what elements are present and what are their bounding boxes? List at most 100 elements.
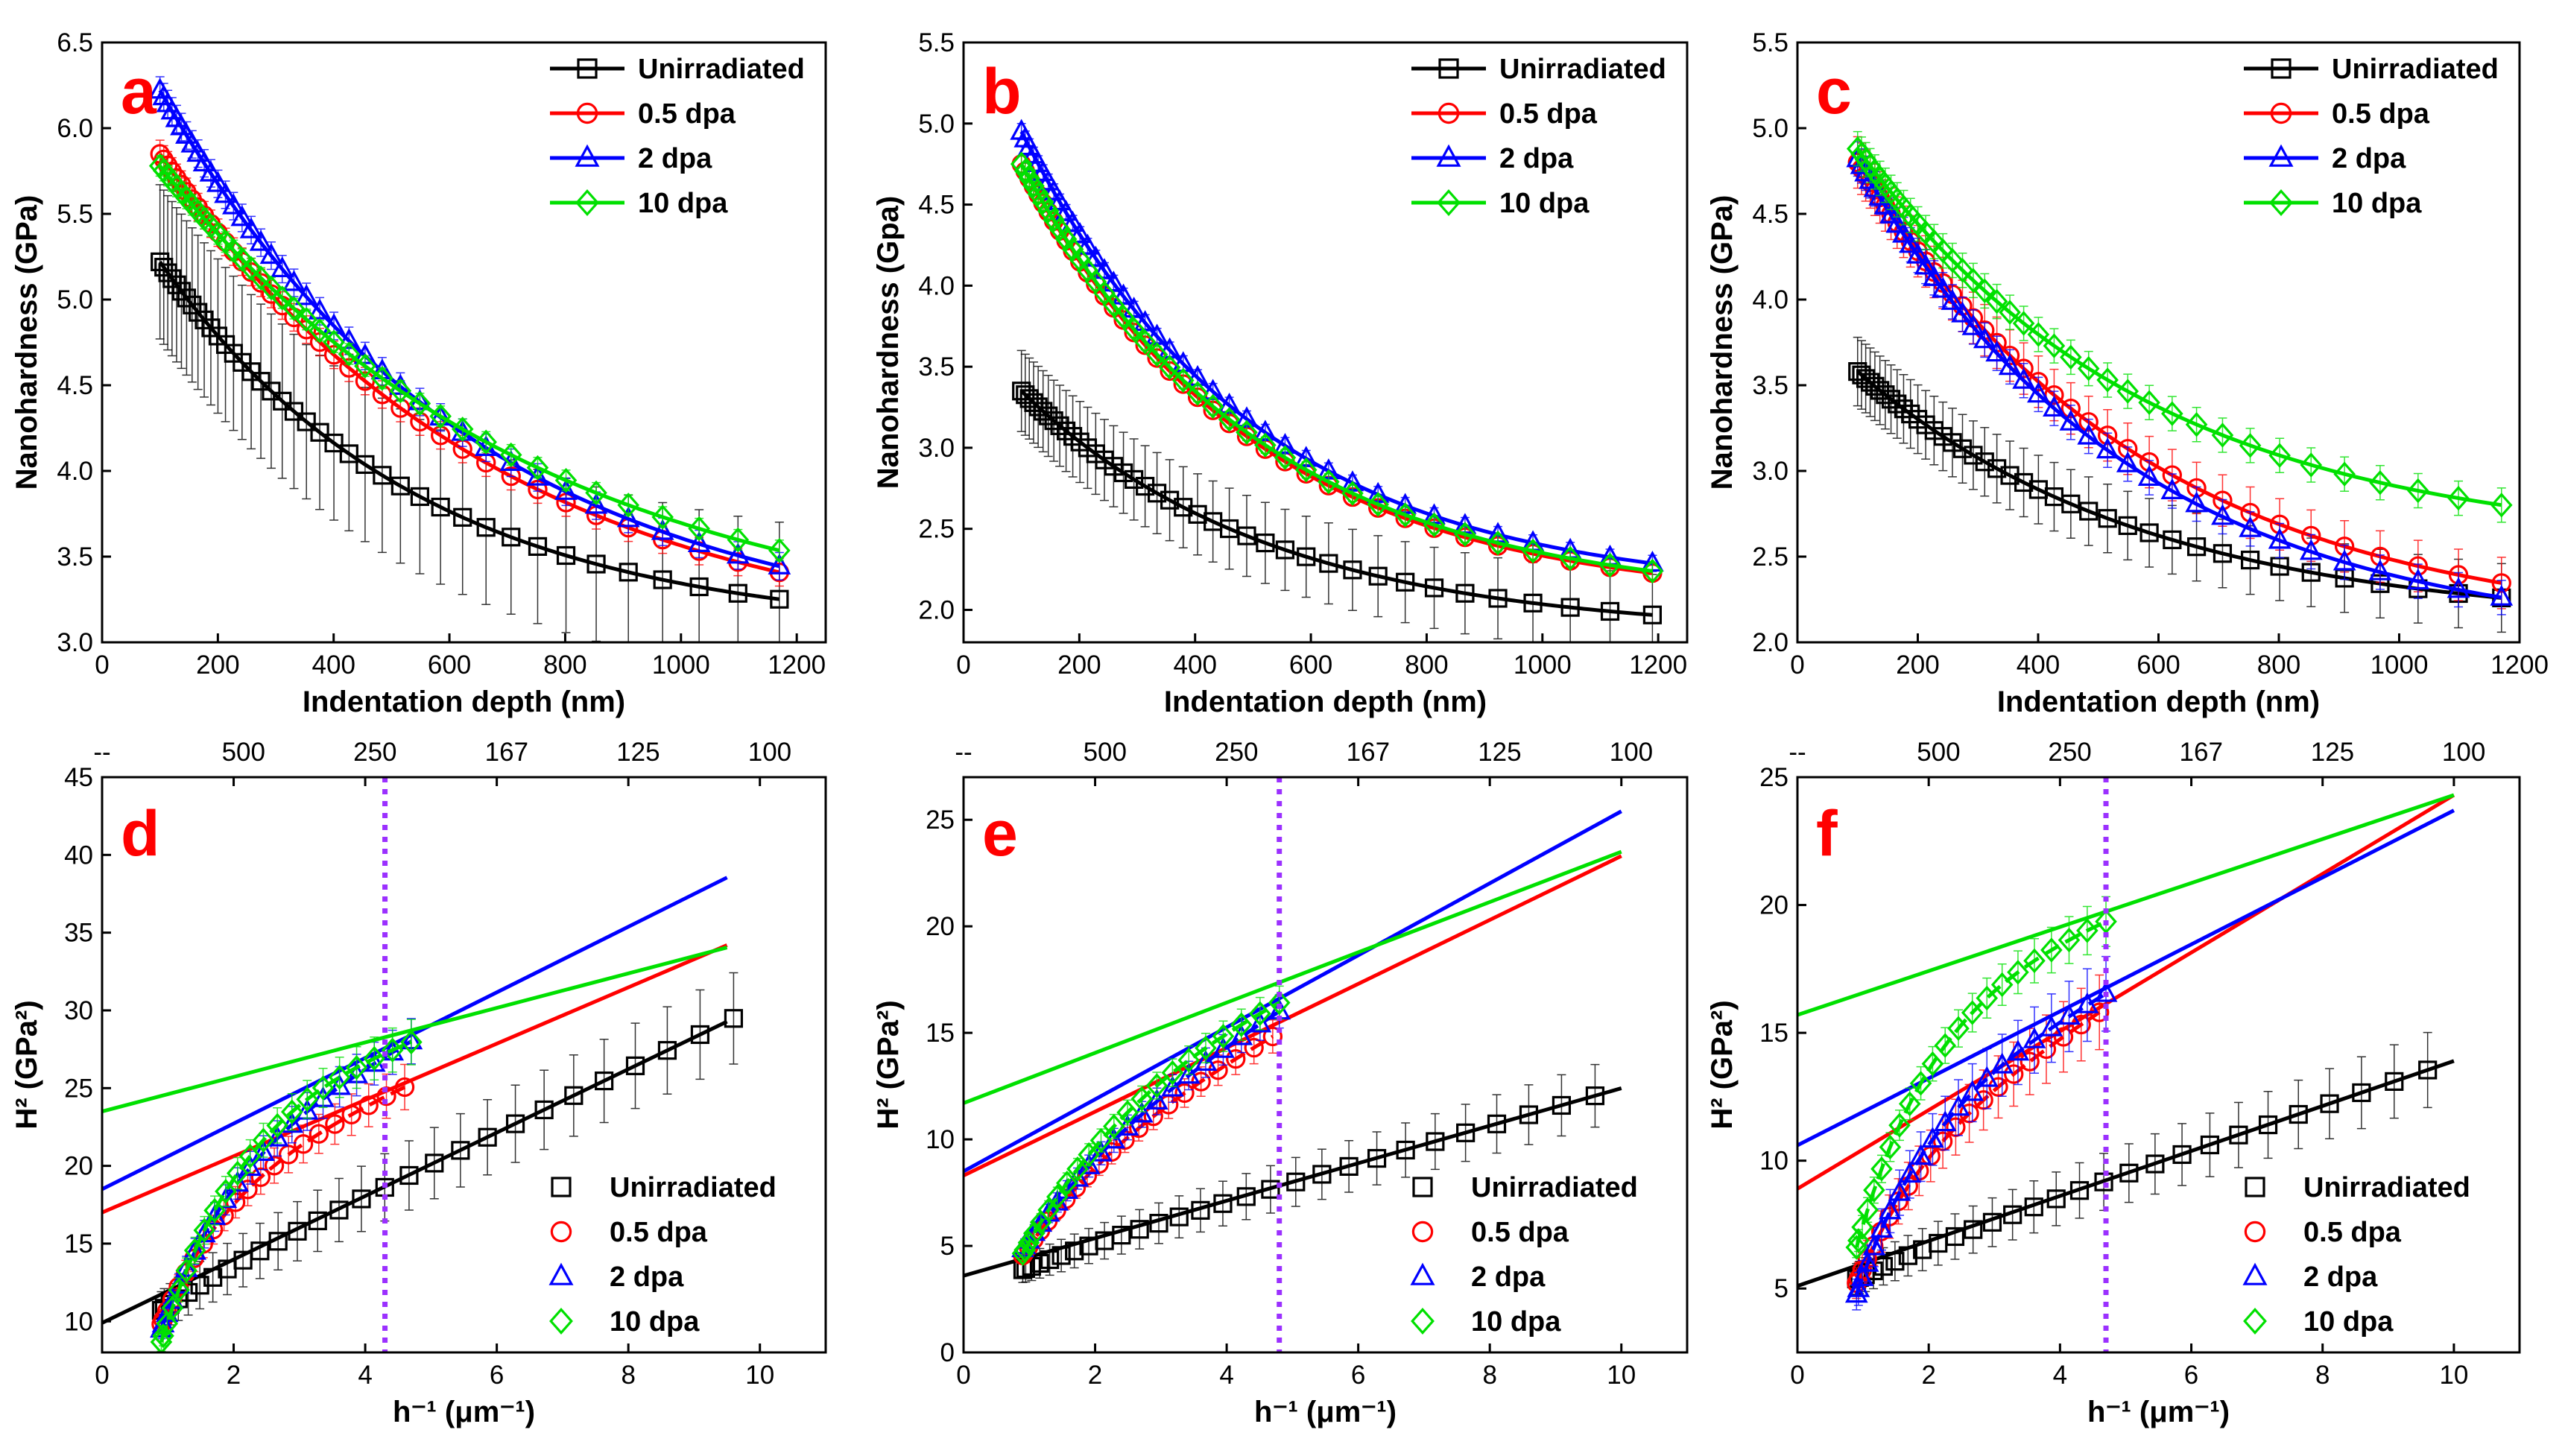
- data-point: [363, 1045, 386, 1072]
- data-point: [339, 444, 358, 463]
- data-point: [1946, 1095, 1970, 1116]
- y-tick-label: 25: [926, 805, 955, 835]
- top-left-label: --: [955, 738, 972, 767]
- series-10-dpa: [964, 849, 1622, 1266]
- data-point: [2163, 530, 2182, 550]
- error-bar: [255, 1222, 265, 1279]
- data-point: [271, 285, 294, 311]
- data-point: [1186, 364, 1209, 386]
- data-point: [1888, 1112, 1911, 1138]
- dashed-fit: [1854, 992, 2107, 1296]
- data-point: [1116, 1100, 1139, 1125]
- data-point: [1054, 227, 1078, 252]
- dashed-fit: [159, 1039, 413, 1330]
- data-point: [1990, 972, 2014, 998]
- error-bar: [356, 1165, 366, 1232]
- error-bar: [2263, 1090, 2273, 1159]
- data-point: [389, 378, 412, 404]
- error-bar: [2145, 498, 2154, 568]
- x-tick-label: 800: [543, 651, 586, 680]
- data-point: [297, 412, 316, 431]
- legend-item: 0.5 dpa: [1411, 1217, 1569, 1248]
- data-point: [1218, 407, 1241, 432]
- y-tick-label: 5.0: [918, 110, 955, 139]
- legend-item: 2 dpa: [1410, 1262, 1546, 1293]
- data-point: [2320, 1094, 2339, 1113]
- top-left-label: --: [1788, 738, 1806, 767]
- x-tick-label: 200: [196, 651, 239, 680]
- data-point: [1519, 1105, 1539, 1124]
- data-point: [1133, 329, 1157, 355]
- data-point: [1879, 202, 1903, 224]
- y-axis-label: H² (GPa²): [10, 1000, 43, 1129]
- error-bar: [1950, 1213, 1960, 1260]
- data-point: [2200, 1135, 2220, 1155]
- y-tick-label: 4.5: [57, 371, 93, 400]
- data-point: [1975, 452, 1994, 472]
- error-bar: [159, 189, 168, 345]
- data-point: [1523, 593, 1543, 613]
- legend-marker: [2270, 102, 2292, 124]
- data-point: [1042, 179, 1066, 200]
- data-point: [1102, 292, 1125, 317]
- y-tick-label: 3.5: [918, 352, 955, 382]
- data-point: [1169, 1207, 1189, 1226]
- error-bar: [163, 194, 173, 351]
- data-point: [2239, 433, 2262, 458]
- data-point: [1585, 1086, 1605, 1106]
- y-tick-label: 5: [940, 1232, 955, 1261]
- data-point: [328, 1065, 351, 1090]
- error-bar: [1242, 494, 1251, 577]
- data-point: [2185, 412, 2208, 437]
- data-point: [1951, 301, 1974, 323]
- error-bar: [352, 1046, 361, 1089]
- data-point: [1194, 1049, 1218, 1072]
- y-tick-label: 2.5: [1752, 542, 1788, 572]
- data-point: [1898, 1162, 1922, 1183]
- data-point: [625, 1056, 645, 1075]
- data-point: [1888, 394, 1907, 414]
- data-point: [595, 1071, 614, 1091]
- legend-marker: [1410, 1262, 1435, 1285]
- error-bar: [313, 1189, 323, 1253]
- dashed-fit: [1021, 1010, 1281, 1250]
- x-tick-label: 600: [2137, 651, 2180, 680]
- data-point: [1881, 390, 1901, 409]
- data-point: [2137, 464, 2161, 487]
- y-tick-label: 30: [64, 996, 93, 1025]
- data-point: [2069, 1181, 2090, 1200]
- data-point: [1161, 1060, 1184, 1086]
- legend: Unirradiated 0.5 dpa 2 dpa 10 dpa: [1411, 54, 1666, 219]
- legend-label: 10 dpa: [1499, 188, 1590, 219]
- data-point: [1066, 1156, 1089, 1182]
- legend-marker: [2245, 1177, 2265, 1197]
- linear-fit: [102, 946, 728, 1114]
- error-bar: [1135, 1209, 1145, 1250]
- series-2-dpa: [148, 76, 791, 581]
- error-bar: [315, 354, 325, 510]
- y-tick-label: 5.5: [918, 28, 955, 57]
- series-2-dpa: [1797, 808, 2455, 1311]
- y-tick-label: 20: [926, 912, 955, 941]
- data-point: [2258, 1115, 2278, 1135]
- data-point: [2096, 437, 2119, 459]
- y-tick-label: 6.5: [57, 28, 93, 57]
- error-bar: [1917, 1228, 1927, 1272]
- data-point: [1339, 1156, 1359, 1177]
- error-bar: [2103, 483, 2113, 554]
- data-point: [1423, 512, 1446, 538]
- legend-marker: [549, 1307, 573, 1335]
- data-point: [1879, 1198, 1902, 1220]
- legend-marker: [1438, 102, 1460, 124]
- error-bar: [1982, 1048, 1992, 1110]
- legend-item: Unirradiated: [551, 1172, 777, 1203]
- data-point: [1201, 393, 1224, 420]
- top-tick-label: 100: [2442, 738, 2485, 767]
- data-point: [295, 307, 318, 332]
- error-bar: [2325, 1068, 2335, 1139]
- error-bar: [1224, 487, 1234, 570]
- error-bar: [247, 294, 256, 450]
- data-point: [2368, 559, 2392, 580]
- data-point: [1990, 1052, 2014, 1074]
- error-bar: [1997, 1034, 2007, 1098]
